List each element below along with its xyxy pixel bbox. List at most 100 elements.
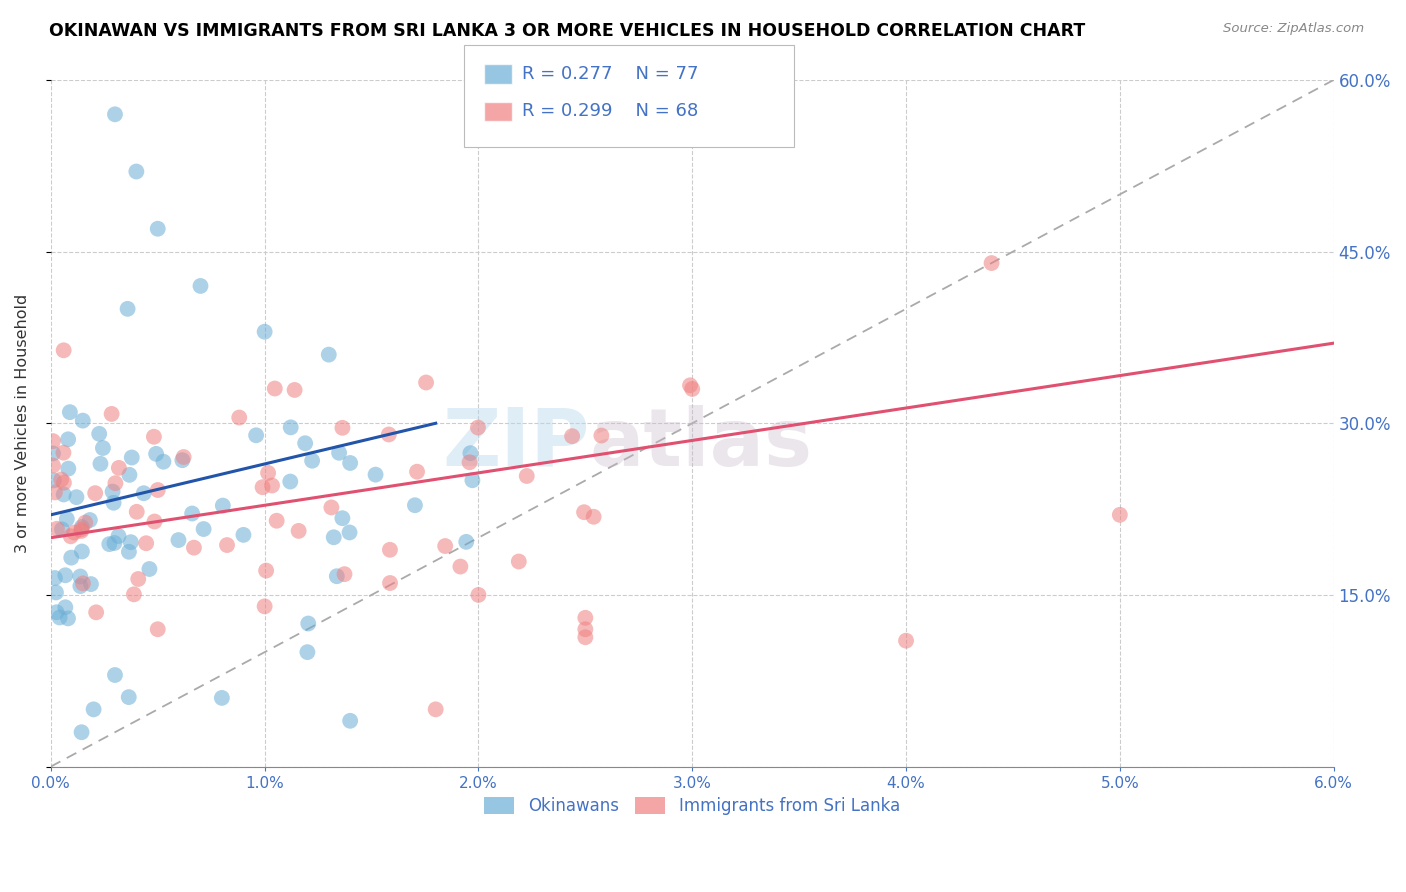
Point: [508, 554, 530, 568]
Point: [118, 467, 141, 482]
Point: [59, 405, 82, 419]
Point: [574, 611, 596, 625]
Point: [52, 343, 75, 358]
Point: [44, 571, 66, 585]
Point: [145, 447, 167, 461]
Point: [44, 485, 66, 500]
Point: [297, 616, 319, 631]
Point: [46, 522, 69, 536]
Point: [56, 433, 79, 447]
Point: [103, 496, 125, 510]
Point: [263, 382, 285, 396]
Point: [322, 530, 344, 544]
Point: [104, 107, 127, 121]
Point: [108, 461, 131, 475]
Point: [328, 446, 350, 460]
Point: [117, 301, 139, 316]
Point: [449, 559, 471, 574]
Point: [70, 522, 93, 536]
Point: [79, 513, 101, 527]
Point: [143, 515, 166, 529]
Text: atlas: atlas: [589, 405, 813, 483]
Point: [167, 533, 190, 547]
Point: [125, 164, 148, 178]
Point: [591, 428, 613, 442]
Point: [425, 702, 447, 716]
Point: [100, 407, 122, 421]
Point: [53, 600, 76, 615]
Point: [107, 529, 129, 543]
Point: [467, 420, 489, 434]
Point: [56, 512, 79, 526]
Point: [53, 568, 76, 582]
Point: [211, 499, 233, 513]
Point: [84, 605, 107, 619]
Text: OKINAWAN VS IMMIGRANTS FROM SRI LANKA 3 OR MORE VEHICLES IN HOUSEHOLD CORRELATIO: OKINAWAN VS IMMIGRANTS FROM SRI LANKA 3 …: [49, 22, 1085, 40]
Point: [42, 434, 65, 449]
Point: [572, 505, 595, 519]
Point: [461, 473, 484, 487]
Point: [215, 538, 238, 552]
Point: [127, 572, 149, 586]
Point: [80, 577, 103, 591]
Point: [122, 587, 145, 601]
Point: [121, 450, 143, 465]
Point: [118, 690, 141, 705]
Point: [70, 725, 93, 739]
Point: [52, 475, 75, 490]
Point: [118, 545, 141, 559]
Point: [104, 668, 127, 682]
Point: [404, 498, 426, 512]
Point: [135, 536, 157, 550]
Point: [253, 325, 276, 339]
Point: [681, 382, 703, 396]
Point: [89, 426, 111, 441]
Point: [83, 702, 105, 716]
Point: [460, 446, 482, 460]
Point: [406, 465, 429, 479]
Point: [260, 478, 283, 492]
Legend: Okinawans, Immigrants from Sri Lanka: Okinawans, Immigrants from Sri Lanka: [477, 789, 908, 823]
Point: [104, 476, 127, 491]
Point: [280, 420, 302, 434]
Point: [254, 564, 277, 578]
Point: [59, 529, 82, 543]
Text: Source: ZipAtlas.com: Source: ZipAtlas.com: [1223, 22, 1364, 36]
Point: [378, 576, 401, 591]
Point: [69, 579, 91, 593]
Point: [63, 525, 86, 540]
Point: [52, 487, 75, 501]
Point: [146, 221, 169, 235]
Point: [146, 622, 169, 636]
Point: [232, 528, 254, 542]
Point: [172, 453, 194, 467]
Y-axis label: 3 or more Vehicles in Household: 3 or more Vehicles in Household: [15, 293, 30, 553]
Point: [253, 599, 276, 614]
Point: [415, 376, 437, 390]
Point: [574, 630, 596, 644]
Point: [72, 414, 94, 428]
Point: [142, 430, 165, 444]
Point: [138, 562, 160, 576]
Point: [45, 585, 67, 599]
Point: [42, 446, 65, 460]
Point: [294, 436, 316, 450]
Point: [980, 256, 1002, 270]
Point: [72, 576, 94, 591]
Point: [339, 714, 361, 728]
Point: [467, 588, 489, 602]
Point: [257, 466, 280, 480]
Point: [278, 475, 301, 489]
Text: R = 0.299    N = 68: R = 0.299 N = 68: [522, 103, 697, 120]
Point: [51, 522, 73, 536]
Point: [70, 524, 93, 538]
Point: [339, 525, 361, 540]
Text: R = 0.277    N = 77: R = 0.277 N = 77: [522, 65, 699, 83]
Point: [42, 458, 65, 473]
Point: [456, 534, 478, 549]
Point: [378, 542, 401, 557]
Point: [297, 645, 319, 659]
Point: [318, 348, 340, 362]
Point: [51, 473, 73, 487]
Point: [321, 500, 343, 515]
